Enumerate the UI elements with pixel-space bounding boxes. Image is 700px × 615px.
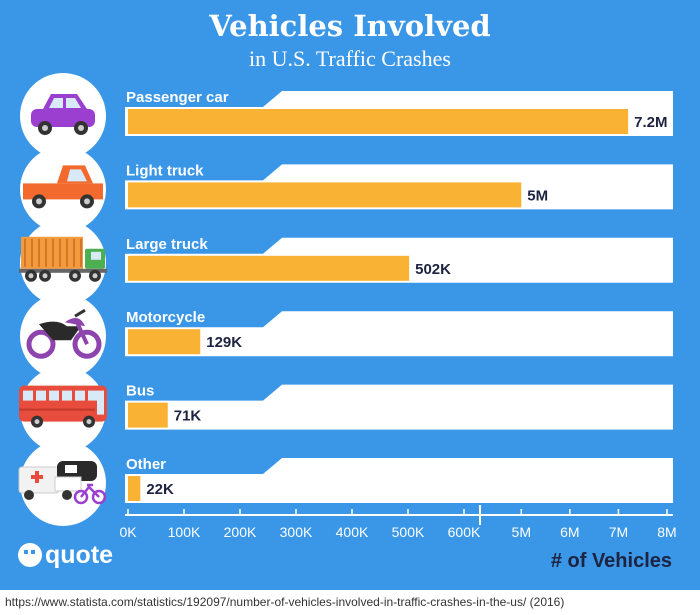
passenger-car-icon bbox=[31, 94, 95, 135]
source-footer: https://www.statista.com/statistics/1920… bbox=[5, 595, 565, 609]
logo-text: quote bbox=[45, 541, 113, 569]
tick-label: 200K bbox=[224, 524, 257, 540]
value-label: 22K bbox=[146, 481, 174, 498]
tick-label: 300K bbox=[280, 524, 313, 540]
x-axis-label: # of Vehicles bbox=[551, 550, 672, 572]
category-label: Other bbox=[126, 456, 166, 473]
tick-label: 100K bbox=[168, 524, 201, 540]
bar bbox=[128, 402, 168, 428]
chart-subtitle: in U.S. Traffic Crashes bbox=[249, 46, 451, 71]
chart-row: Other 22K bbox=[18, 440, 673, 526]
infographic: Vehicles Involved in U.S. Traffic Crashe… bbox=[0, 0, 700, 590]
bus-icon bbox=[19, 385, 107, 428]
category-label: Large truck bbox=[126, 236, 208, 253]
tick-label: 5M bbox=[512, 524, 531, 540]
bar bbox=[128, 476, 141, 501]
quote-logo: quote bbox=[18, 541, 113, 569]
tick-label: 8M bbox=[657, 524, 676, 540]
motorcycle-icon bbox=[26, 308, 102, 359]
other-vehicles-icon bbox=[18, 461, 107, 505]
value-label: 129K bbox=[206, 334, 242, 351]
bar-track bbox=[125, 458, 673, 503]
bar-chart: Vehicles Involved in U.S. Traffic Crashe… bbox=[18, 9, 677, 572]
category-label: Motorcycle bbox=[126, 309, 205, 326]
bar bbox=[128, 182, 522, 208]
chart-row: Passenger car 7.2M bbox=[20, 73, 673, 159]
chart-title: Vehicles Involved bbox=[208, 9, 490, 43]
chart-row: Light truck 5M bbox=[20, 146, 673, 233]
tick-label: 600K bbox=[448, 524, 481, 540]
value-label: 5M bbox=[527, 187, 548, 204]
value-label: 502K bbox=[415, 261, 451, 278]
value-label: 7.2M bbox=[634, 114, 667, 131]
chart-rows: Passenger car 7.2M Light truck 5M Large truc… bbox=[18, 73, 673, 526]
bar-track bbox=[125, 311, 673, 357]
light-truck-icon bbox=[23, 165, 103, 209]
tick-label: 6M bbox=[560, 524, 579, 540]
bar bbox=[128, 255, 410, 281]
category-label: Passenger car bbox=[126, 89, 229, 106]
tick-label: 400K bbox=[336, 524, 369, 540]
chart-row: Bus 71K bbox=[19, 366, 673, 453]
tick-label: 7M bbox=[609, 524, 628, 540]
category-label: Bus bbox=[126, 383, 154, 400]
bar bbox=[128, 109, 629, 134]
tick-label: 0K bbox=[119, 524, 137, 540]
bar bbox=[128, 329, 201, 355]
large-truck-icon bbox=[19, 236, 107, 282]
chart-row: Large truck 502K bbox=[19, 219, 673, 306]
x-axis-ticks: 0K 100K 200K 300K 400K 500K 600K 5M 6M 7M 8M bbox=[119, 505, 677, 540]
category-label: Light truck bbox=[126, 162, 204, 179]
bar-track bbox=[125, 384, 673, 430]
value-label: 71K bbox=[174, 408, 202, 425]
tick-label: 500K bbox=[392, 524, 425, 540]
